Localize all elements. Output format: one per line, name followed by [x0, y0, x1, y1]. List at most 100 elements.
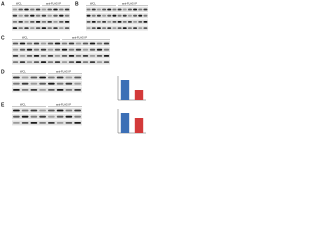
blot-band	[122, 21, 127, 23]
blot-band	[21, 82, 29, 85]
blot-band	[91, 21, 96, 23]
blot-band	[48, 115, 55, 118]
blot-band	[65, 89, 73, 91]
blot-band	[21, 115, 29, 118]
blot-band	[35, 8, 41, 11]
blot-band	[39, 122, 46, 124]
blot-band	[96, 42, 103, 45]
blot-band	[143, 8, 148, 11]
blot-band	[39, 109, 46, 112]
blot-band	[112, 8, 117, 11]
panel-header: anti-FLAG IP	[56, 70, 71, 74]
blot-band	[102, 27, 107, 29]
blot-band	[47, 27, 52, 29]
blot-band	[86, 8, 91, 11]
blot-band	[122, 14, 127, 17]
blot-band	[89, 48, 96, 51]
blot-band	[21, 122, 29, 124]
blot-strip	[12, 114, 82, 120]
bar	[120, 113, 130, 133]
blot-strip	[12, 41, 110, 46]
blot-band	[12, 48, 19, 51]
blot-strip	[12, 19, 70, 25]
blot-band	[30, 14, 35, 17]
blot-band	[56, 76, 64, 79]
blot-band	[86, 21, 91, 23]
blot-band	[19, 48, 26, 51]
blot-band	[61, 48, 68, 51]
blot-band	[13, 122, 20, 124]
blot-band	[61, 42, 68, 45]
blot-band	[53, 14, 58, 17]
blot-band	[33, 42, 40, 45]
blot-band	[47, 21, 52, 23]
blot-band	[103, 55, 110, 57]
blot-band	[33, 61, 40, 63]
panel-label: A	[1, 1, 5, 7]
blot-band	[40, 48, 47, 51]
blot-band	[127, 27, 132, 29]
blot-band	[47, 55, 54, 57]
blot-band	[21, 76, 29, 79]
blot-band	[35, 27, 41, 29]
blot-band	[82, 55, 89, 57]
blot-band	[102, 14, 107, 17]
blot-strip	[12, 25, 70, 31]
blot-strip	[12, 108, 82, 113]
blot-band	[26, 61, 33, 63]
blot-band	[56, 122, 64, 124]
blot-band	[64, 21, 70, 23]
blot-band	[13, 76, 20, 79]
panel-header: WCL	[90, 2, 96, 6]
blot-band	[74, 122, 81, 124]
blot-band	[96, 61, 103, 63]
blot-band	[74, 115, 81, 118]
blot-band	[33, 55, 40, 57]
bar	[120, 80, 130, 100]
blot-band	[30, 122, 38, 124]
blot-band	[138, 21, 143, 23]
blot-band	[53, 21, 58, 23]
blot-band	[74, 82, 81, 85]
blot-band	[40, 61, 47, 63]
blot-band	[59, 8, 64, 11]
blot-band	[19, 61, 26, 63]
blot-band	[48, 76, 55, 79]
blot-band	[59, 21, 64, 23]
panel-header: WCL	[20, 103, 26, 107]
blot-band	[74, 109, 81, 112]
blot-band	[82, 61, 89, 63]
blot-band	[19, 42, 26, 45]
blot-band	[41, 27, 47, 29]
blot-strip	[12, 120, 82, 126]
blot-band	[26, 48, 33, 51]
blot-band	[30, 8, 35, 11]
blot-band	[40, 55, 47, 57]
blot-band	[39, 89, 46, 91]
blot-band	[127, 21, 132, 23]
blot-band	[47, 8, 52, 11]
panel-label: C	[1, 35, 5, 41]
blot-band	[30, 27, 35, 29]
blot-band	[24, 14, 29, 17]
blot-band	[127, 14, 132, 17]
blot-band	[91, 8, 96, 11]
blot-band	[91, 14, 96, 17]
blot-band	[41, 21, 47, 23]
blot-band	[103, 42, 110, 45]
blot-band	[47, 42, 54, 45]
blot-band	[12, 8, 18, 11]
blot-band	[75, 42, 82, 45]
blot-band	[127, 8, 132, 11]
blot-band	[30, 89, 38, 91]
blot-band	[48, 109, 55, 112]
blot-band	[30, 115, 38, 118]
blot-band	[122, 8, 127, 11]
blot-strip	[86, 7, 148, 12]
blot-band	[21, 89, 29, 91]
blot-band	[18, 27, 23, 29]
blot-band	[143, 27, 148, 29]
blot-band	[138, 27, 143, 29]
blot-band	[12, 42, 19, 45]
blot-band	[82, 42, 89, 45]
